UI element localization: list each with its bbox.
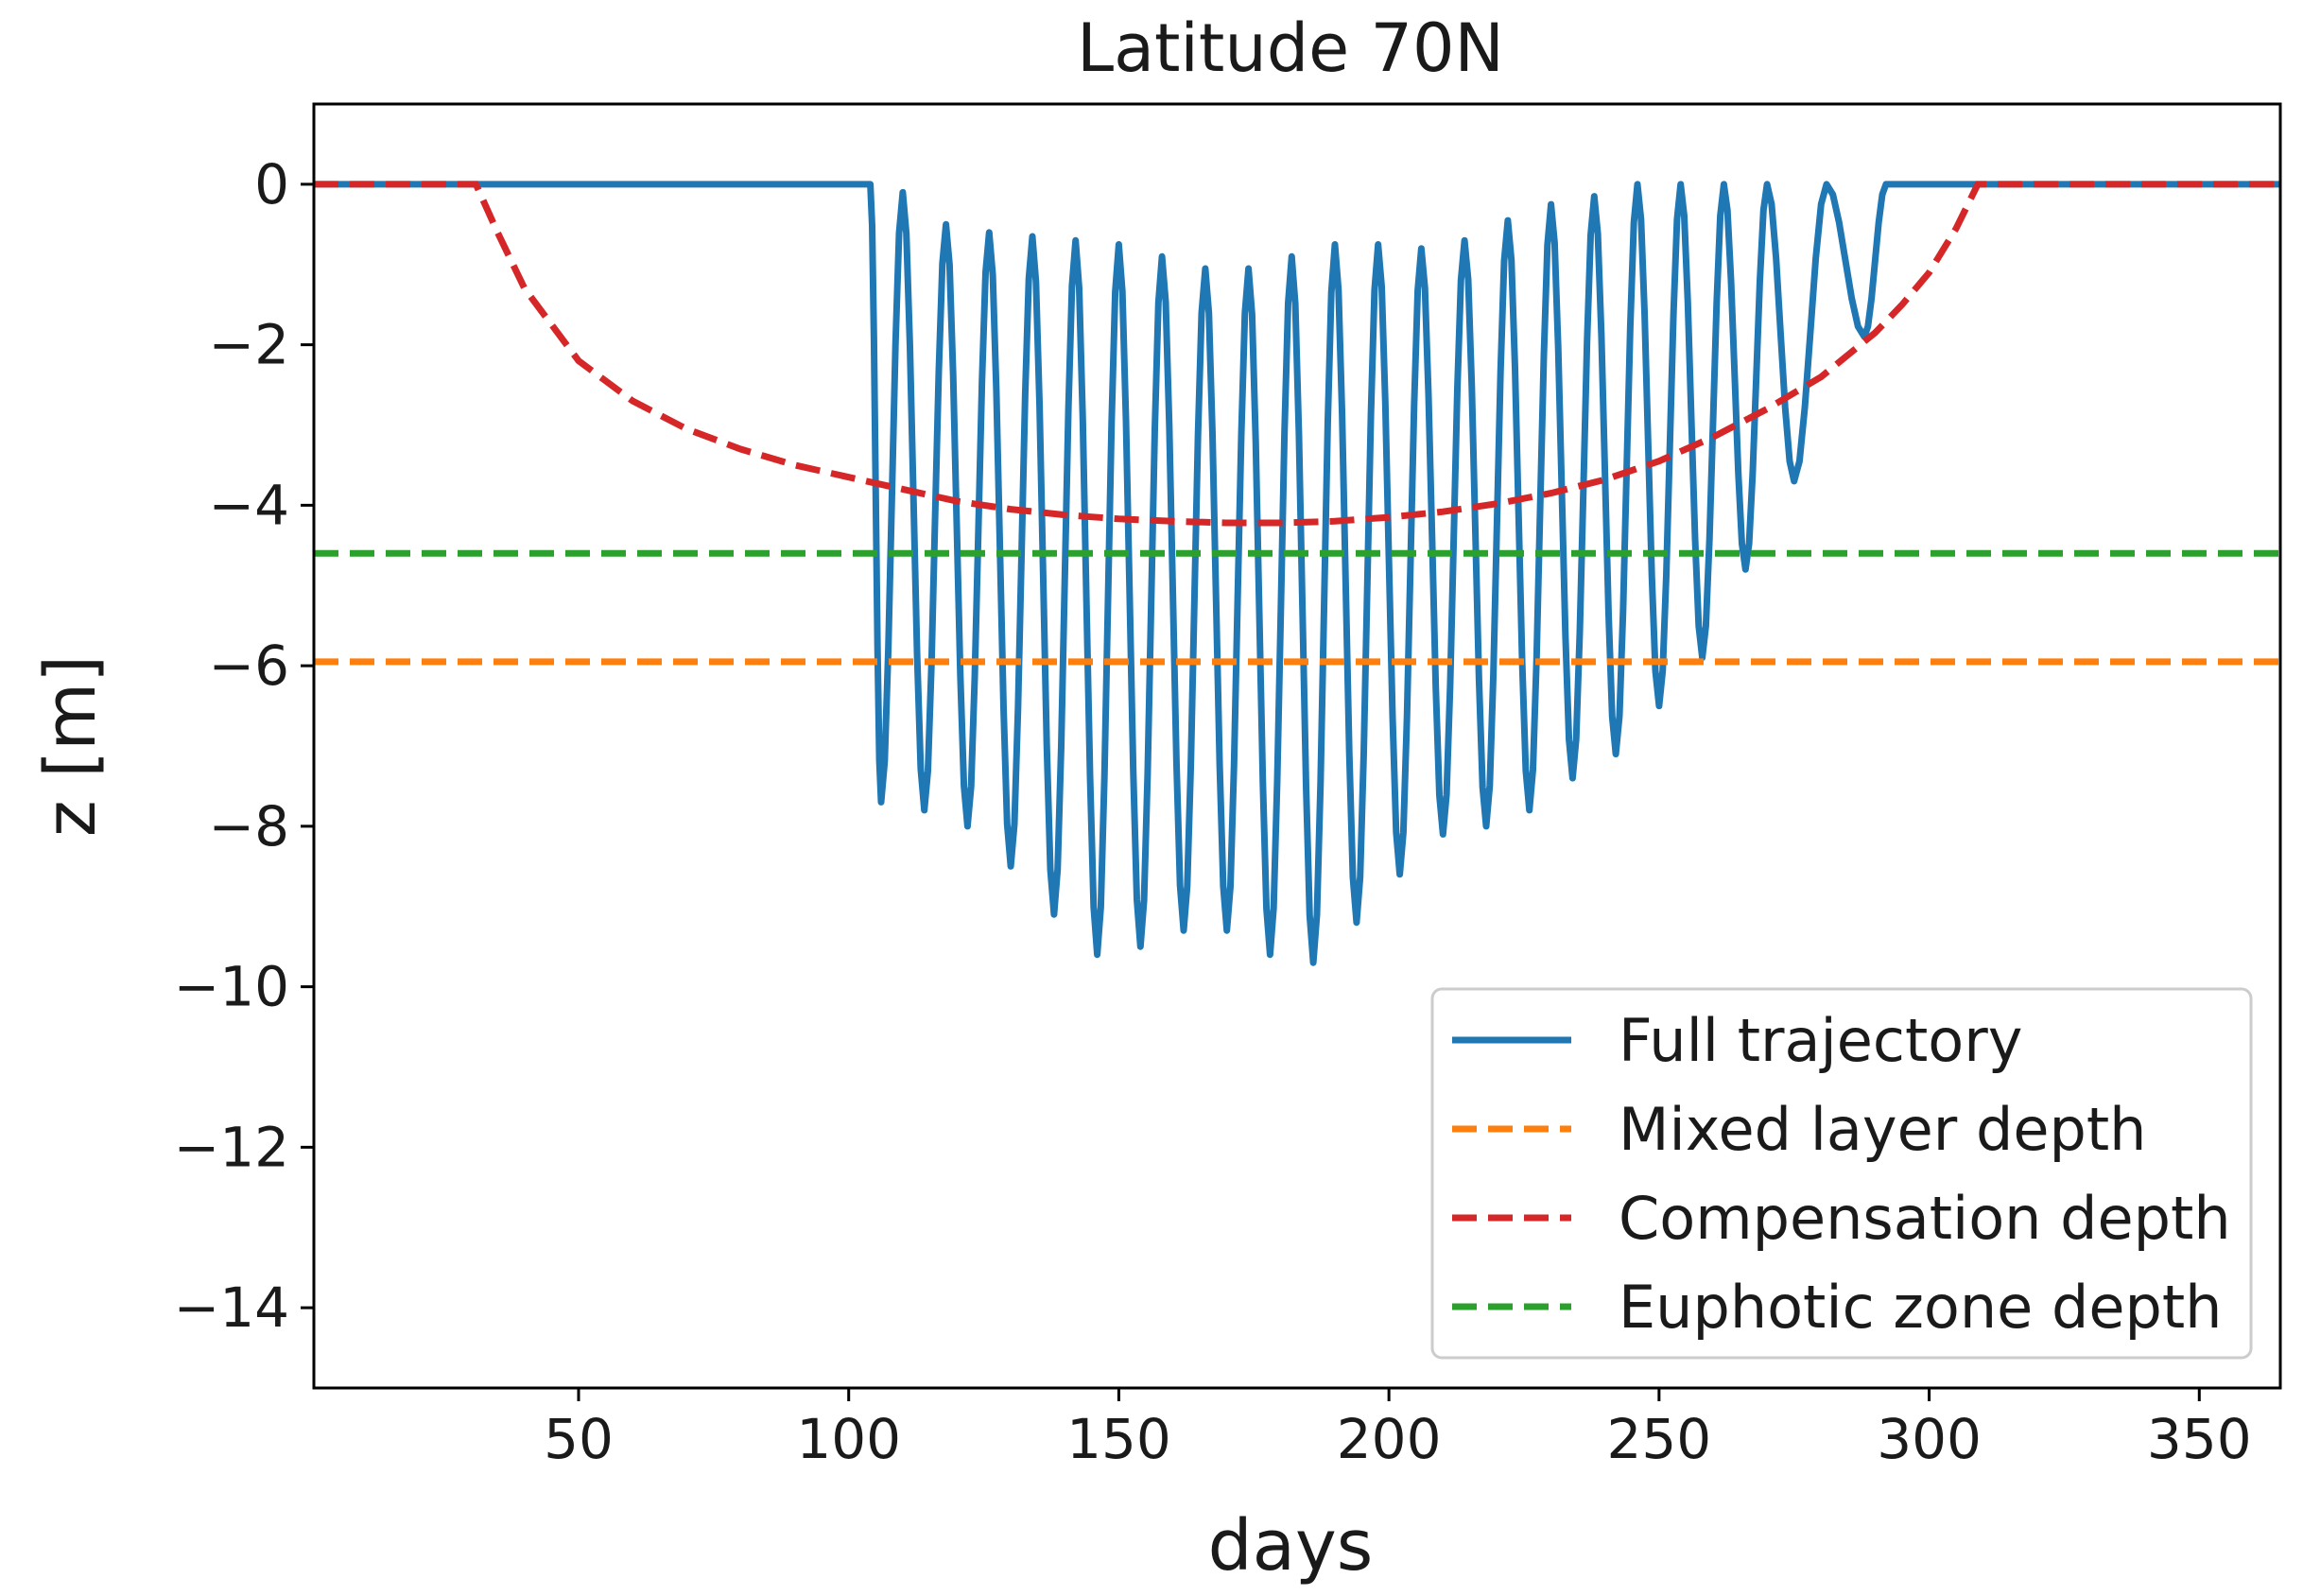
- x-tick-label: 100: [796, 1407, 901, 1471]
- legend-label: Euphotic zone depth: [1619, 1273, 2222, 1342]
- x-tick-label: 250: [1606, 1407, 1711, 1471]
- legend-item: Full trajectory: [1452, 1006, 2022, 1075]
- legend-item: Compensation depth: [1452, 1184, 2231, 1253]
- legend-item: Mixed layer depth: [1452, 1095, 2146, 1164]
- y-tick-label: −2: [209, 313, 290, 377]
- chart-title: Latitude 70N: [1077, 9, 1504, 87]
- y-axis-label: z [m]: [30, 655, 112, 837]
- y-tick-label: −12: [174, 1115, 289, 1179]
- legend-box: [1430, 987, 2253, 1360]
- plot-area: [314, 181, 2280, 966]
- y-tick-label: −8: [209, 794, 290, 859]
- y-tick-label: 0: [254, 152, 289, 217]
- y-tick-label: −6: [209, 633, 290, 698]
- legend: Full trajectory Mixed layer depth Compensa…: [1430, 987, 2253, 1360]
- y-tick-label: −4: [209, 473, 290, 537]
- x-tick-label: 300: [1877, 1407, 1982, 1471]
- series-full-trajectory: [314, 181, 2280, 966]
- axes-frame: [312, 102, 2282, 1390]
- x-tick-label: 350: [2147, 1407, 2252, 1471]
- legend-item: Euphotic zone depth: [1452, 1273, 2222, 1342]
- legend-label: Full trajectory: [1619, 1006, 2022, 1075]
- legend-label: Compensation depth: [1619, 1184, 2231, 1253]
- x-tick-label: 50: [544, 1407, 614, 1471]
- x-axis-label: days: [1208, 1505, 1374, 1587]
- legend-label: Mixed layer depth: [1619, 1095, 2146, 1164]
- series-compensation-depth: [314, 181, 2280, 527]
- y-axis: 0 −2 −4 −6 −8 −10 −12 −14: [174, 152, 314, 1340]
- x-tick-label: 150: [1066, 1407, 1171, 1471]
- y-tick-label: −10: [174, 955, 289, 1019]
- x-axis: 50 100 150 200 250 300 350: [544, 1388, 2252, 1471]
- y-tick-label: −14: [174, 1275, 289, 1340]
- x-tick-label: 200: [1337, 1407, 1442, 1471]
